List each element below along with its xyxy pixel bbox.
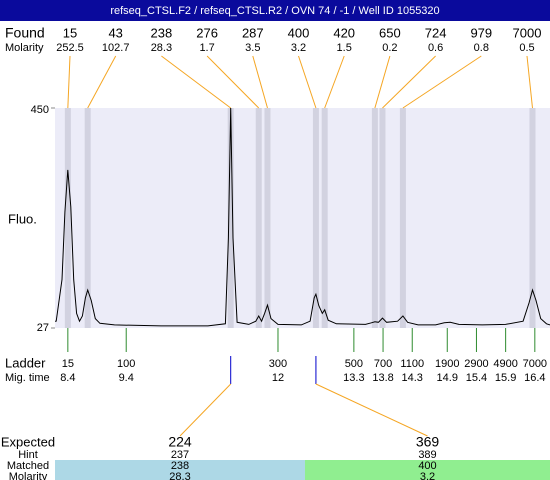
- y-tick-label: 27: [37, 322, 49, 334]
- found-size: 43: [108, 25, 122, 40]
- found-molarity: 0.8: [474, 42, 489, 54]
- peak-band: [64, 108, 71, 328]
- ladder-time: 12: [272, 372, 284, 384]
- ladder-size: 1100: [400, 358, 424, 370]
- found-size: 650: [379, 25, 401, 40]
- peak-band: [371, 108, 378, 328]
- peak-band: [399, 108, 406, 328]
- plot-area: [55, 108, 550, 328]
- peak-band: [84, 108, 91, 328]
- found-molarity: 0.6: [428, 42, 443, 54]
- ladder-size: 7000: [523, 358, 547, 370]
- expected-connector: [179, 383, 232, 437]
- ladder-time: 14.3: [402, 372, 423, 384]
- peak-connector: [161, 55, 232, 109]
- expected-hint: 389: [418, 449, 436, 461]
- ladder-size: 1900: [435, 358, 459, 370]
- matched-band: [305, 460, 550, 480]
- matched-band: [55, 460, 305, 480]
- ladder-label: Ladder: [5, 355, 46, 370]
- found-molarity: 0.2: [382, 42, 397, 54]
- expected-connector: [315, 383, 428, 437]
- found-size: 7000: [513, 25, 542, 40]
- found-molarity: 28.3: [151, 42, 172, 54]
- ladder-size: 700: [374, 358, 392, 370]
- expected-matched: 400: [418, 460, 436, 472]
- molarity-label: Molarity: [5, 42, 44, 54]
- found-size: 238: [151, 25, 173, 40]
- peak-connector: [87, 55, 117, 109]
- y-axis-label: Fluo.: [8, 211, 37, 226]
- found-size: 979: [470, 25, 492, 40]
- ladder-time: 16.4: [524, 372, 545, 384]
- peak-band: [264, 108, 271, 328]
- expected-row-label: Molarity: [9, 471, 48, 480]
- found-size: 287: [242, 25, 264, 40]
- expected-hint: 237: [171, 449, 189, 461]
- ladder-time: 14.9: [437, 372, 458, 384]
- peak-connector: [526, 55, 533, 109]
- found-molarity: 3.2: [291, 42, 306, 54]
- expected-matched: 238: [171, 460, 189, 472]
- expected-molarity: 3.2: [420, 471, 435, 480]
- ladder-time: 13.3: [343, 372, 364, 384]
- trace: [55, 108, 550, 327]
- found-size: 276: [196, 25, 218, 40]
- found-molarity: 252.5: [56, 42, 84, 54]
- expected-row-label: Expected: [1, 434, 55, 449]
- found-molarity: 0.5: [519, 42, 534, 54]
- peak-connector: [402, 55, 482, 109]
- mig-time-label: Mig. time: [5, 372, 50, 384]
- ladder-time: 15.4: [466, 372, 487, 384]
- expected-expected: 369: [416, 434, 440, 450]
- peak-connector: [324, 55, 345, 109]
- ladder-size: 100: [117, 358, 135, 370]
- found-size: 15: [63, 25, 77, 40]
- ladder-size: 300: [269, 358, 287, 370]
- ladder-size: 4900: [493, 358, 517, 370]
- expected-expected: 224: [168, 434, 192, 450]
- peak-connector: [298, 55, 317, 109]
- peak-band: [529, 108, 536, 328]
- ladder-time: 9.4: [119, 372, 134, 384]
- peak-band: [255, 108, 262, 328]
- ladder-size: 2900: [464, 358, 488, 370]
- chart-title: refseq_CTSL.F2 / refseq_CTSL.R2 / OVN 74…: [110, 5, 439, 17]
- found-label: Found: [5, 25, 45, 41]
- title-bar: [0, 0, 550, 21]
- expected-row-label: Matched: [7, 460, 49, 472]
- ladder-time: 13.8: [372, 372, 393, 384]
- found-molarity: 102.7: [102, 42, 130, 54]
- ladder-time: 15.9: [495, 372, 516, 384]
- found-molarity: 3.5: [245, 42, 260, 54]
- peak-connector: [206, 55, 260, 109]
- ladder-time: 8.4: [60, 372, 75, 384]
- found-size: 400: [288, 25, 310, 40]
- found-molarity: 1.5: [337, 42, 352, 54]
- peak-band: [227, 108, 234, 328]
- found-size: 724: [425, 25, 447, 40]
- ladder-size: 15: [62, 358, 74, 370]
- peak-band: [312, 108, 319, 328]
- peak-connector: [67, 55, 71, 109]
- peak-band: [379, 108, 386, 328]
- peak-connector: [252, 55, 268, 109]
- y-tick-label: 450: [31, 104, 49, 116]
- peak-connector: [382, 55, 436, 109]
- expected-row-label: Hint: [18, 449, 38, 461]
- found-size: 420: [333, 25, 355, 40]
- expected-molarity: 28.3: [169, 471, 190, 480]
- peak-connector: [374, 55, 391, 109]
- ladder-size: 500: [345, 358, 363, 370]
- peak-band: [321, 108, 328, 328]
- found-molarity: 1.7: [199, 42, 214, 54]
